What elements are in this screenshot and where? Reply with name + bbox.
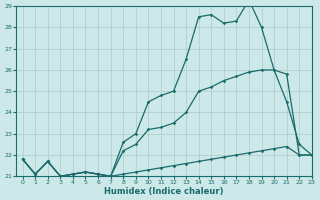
X-axis label: Humidex (Indice chaleur): Humidex (Indice chaleur): [104, 187, 224, 196]
